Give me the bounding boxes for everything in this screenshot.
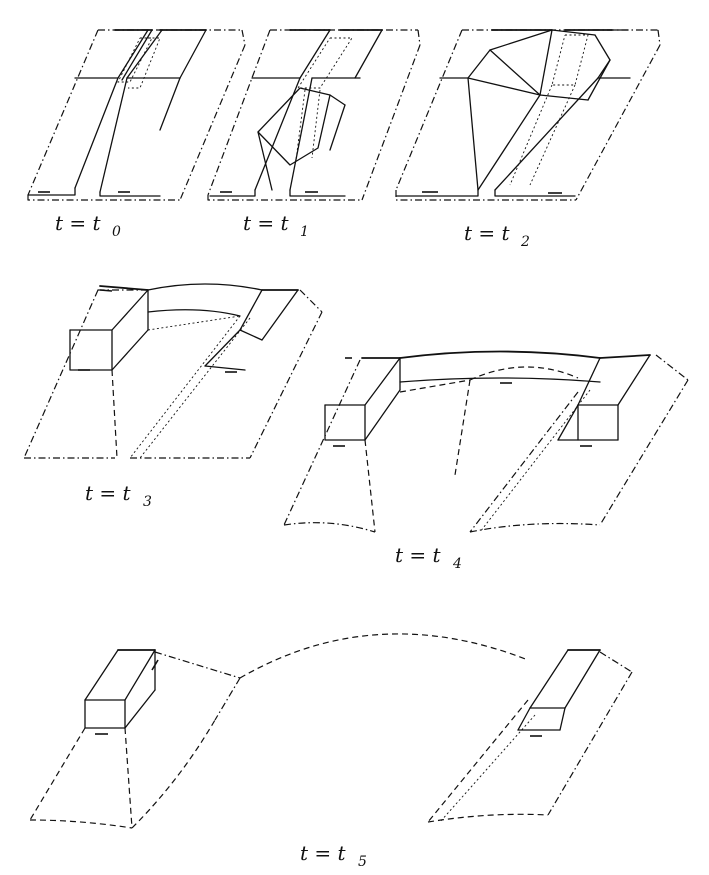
label-sub: 4 — [452, 556, 462, 572]
label-var: t — [433, 543, 442, 567]
label-eq: = — [99, 481, 116, 505]
label-var: t — [123, 481, 132, 505]
label-sub: 1 — [300, 224, 309, 240]
label-t: t — [300, 841, 309, 865]
svg-text:t = t: t = t — [85, 481, 132, 505]
panel-t0-label: t = t 0 — [55, 211, 121, 240]
label-t: t — [85, 481, 94, 505]
panel-t4-label: t = t 4 — [395, 543, 462, 572]
label-t: t — [55, 211, 64, 235]
label-eq: = — [409, 543, 426, 567]
panel-t5-label: t = t 5 — [300, 841, 367, 870]
svg-text:t = t: t = t — [464, 221, 511, 245]
svg-text:t = t: t = t — [55, 211, 102, 235]
label-var: t — [281, 211, 290, 235]
label-sub: 2 — [520, 234, 530, 250]
label-t: t — [464, 221, 473, 245]
label-eq: = — [257, 211, 274, 235]
panel-t0-drawing — [27, 29, 246, 201]
label-sub: 0 — [112, 224, 121, 240]
panel-t2-label: t = t 2 — [464, 221, 530, 250]
panel-t3-label: t = t 3 — [85, 481, 152, 510]
label-var: t — [338, 841, 347, 865]
label-eq: = — [69, 211, 86, 235]
svg-text:t = t: t = t — [243, 211, 290, 235]
panel-t3-drawing — [23, 283, 323, 459]
label-var: t — [93, 211, 102, 235]
label-sub: 5 — [358, 854, 367, 870]
panel-t2-drawing — [395, 29, 661, 201]
label-t: t — [243, 211, 252, 235]
label-t: t — [395, 543, 404, 567]
label-var: t — [502, 221, 511, 245]
panel-t5-drawing — [29, 633, 633, 829]
label-eq: = — [314, 841, 331, 865]
svg-text:t = t: t = t — [395, 543, 442, 567]
svg-text:t = t: t = t — [300, 841, 347, 865]
panel-t4-drawing — [283, 350, 689, 533]
label-sub: 3 — [143, 494, 152, 510]
label-eq: = — [478, 221, 495, 245]
panel-t1-label: t = t 1 — [243, 211, 309, 240]
panel-t1-drawing — [207, 29, 421, 201]
